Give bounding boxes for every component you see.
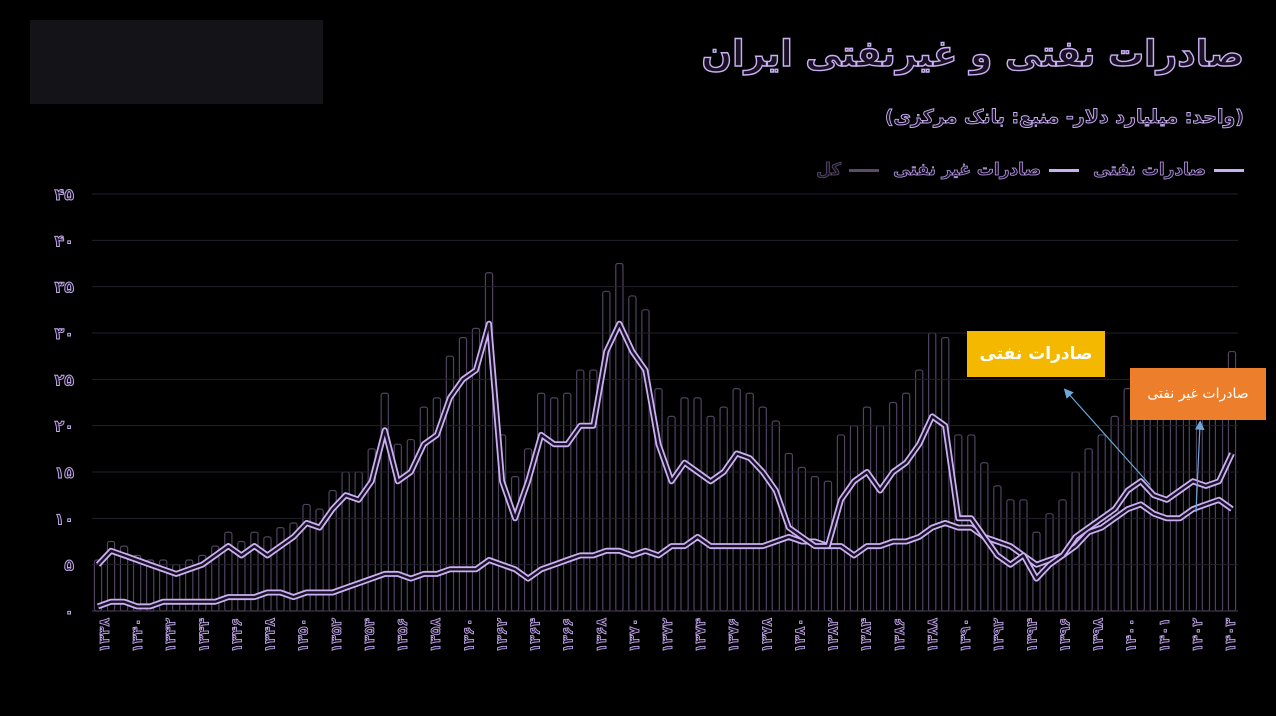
x-tick-label: ۱۳۶۸ [594,618,610,653]
total-bar [680,397,689,612]
callout-arrow-nonoil [1194,420,1205,513]
x-tick-label: ۱۴۰۲ [1190,618,1206,653]
total-bar [719,406,728,612]
x-tick-label: ۱۳۹۰ [958,618,974,652]
total-bar [914,369,924,612]
total-bar [771,420,780,612]
total-bar [693,397,702,612]
y-tick-label: ۳۰ [54,324,74,343]
x-tick-label: ۱۳۴۰ [130,618,146,652]
x-tick-label: ۱۳۴۲ [163,618,179,653]
legend-entry-oil: صادرات نفتی [1093,160,1244,180]
callout-nonoil-exports: صادرات غیر نفتی [1130,368,1266,420]
x-tick-label: ۱۳۶۲ [494,618,510,653]
x-tick-label: ۱۳۷۸ [759,618,775,653]
dark-overlay-box [30,20,323,104]
x-tick-label: ۱۳۴۴ [196,618,212,653]
x-tick-label: ۱۳۸۶ [892,618,908,652]
total-bar [758,406,767,612]
legend-swatch-nonoil [1049,168,1080,172]
chart-title: صادرات نفتی و غیرنفتی ایران [701,33,1245,75]
nonoil-series-line-inner [97,498,1233,608]
x-tick-label: ۱۳۹۴ [1024,618,1040,653]
legend-entry-total: کل [816,160,880,181]
x-tick-label: ۱۳۸۲ [826,618,842,653]
total-bar [641,309,650,612]
total-bar [862,406,872,612]
legend-entry-nonoil: صادرات غیر نفتی [893,160,1080,181]
x-tick-label: ۱۳۵۶ [395,618,411,652]
total-bar [941,337,950,612]
total-bar [667,415,676,612]
x-tick-label: ۱۳۵۰ [296,618,312,652]
chart-subtitle: (واحد: میلیارد دلار- منبع: بانک مرکزی) [884,106,1244,129]
oil-series-line-inner [97,322,1234,580]
x-tick-label: ۱۳۴۸ [263,618,279,653]
y-axis-ticks: ۰ ۵ ۱۰ ۱۵ ۲۰ ۲۵ ۳۰ ۳۵ ۴۰ ۴۵ [54,185,75,622]
total-bar [1162,406,1172,612]
total-bar [576,369,585,612]
legend-label-total: کل [816,160,842,181]
x-tick-label: ۱۳۹۶ [1057,618,1073,652]
x-tick-label: ۱۳۶۶ [561,618,577,652]
x-tick-label: ۱۳۶۰ [461,618,477,652]
background-bars [93,262,1237,612]
total-bar [1175,397,1185,612]
y-tick-label: ۴۰ [54,231,74,250]
total-bar [550,397,559,612]
total-bar [1149,397,1158,612]
legend-label-oil: صادرات نفتی [1093,160,1207,181]
total-bar [1123,388,1132,612]
total-bar [1006,499,1015,612]
x-tick-label: ۱۳۳۸ [97,618,113,653]
x-tick-label: ۱۳۷۶ [726,618,742,652]
total-bar [706,415,715,612]
legend-label-nonoil: صادرات غیر نفتی [893,160,1042,181]
x-tick-label: ۱۳۷۴ [693,618,709,653]
chart-legend: صادرات نفتی صادرات غیر نفتی کل [816,160,1244,180]
total-bar [419,406,429,612]
x-tick-label: ۱۳۸۴ [859,618,875,653]
callout-oil-exports: صادرات نفتی [967,331,1105,377]
x-tick-label: ۱۳۷۰ [627,618,643,652]
y-tick-label: ۲۰ [54,417,74,436]
y-tick-label: ۱۵ [54,463,74,482]
x-tick-label: ۱۴۰۱ [1157,618,1173,652]
series-lines [95,320,1235,610]
x-axis-ticks: ۱۳۳۸ ۱۳۴۰ ۱۳۴۲ ۱۳۴۴ ۱۳۴۶ ۱۳۴۸ ۱۳۵۰ ۱۳۵۲ ۱۳۵۴ ۱۳۵۶… [97,617,1240,653]
x-tick-label: ۱۳۸۰ [793,618,809,652]
x-tick-label: ۱۳۶۴ [528,618,544,653]
total-bar [276,526,285,612]
x-tick-label: ۱۳۵۲ [329,618,345,653]
x-tick-label: ۱۳۵۴ [362,618,378,653]
total-bar [888,401,898,612]
y-tick-label: ۲۵ [54,370,74,389]
total-bar [510,476,520,612]
callout-arrow-oil [1063,388,1151,486]
x-tick-label: ۱۳۵۸ [428,618,444,653]
x-tick-label: ۱۳۴۶ [230,618,246,652]
x-tick-label: ۱۴۰۰ [1124,618,1140,652]
y-tick-label: ۳۵ [54,278,74,297]
y-tick-label: ۵ [64,556,74,575]
x-tick-label: ۱۳۷۲ [660,618,676,653]
x-tick-label: ۱۳۹۸ [1091,618,1107,653]
y-tick-label: ۴۵ [54,185,74,204]
y-tick-label: ۱۰ [54,509,74,528]
total-bar [954,434,963,612]
legend-swatch-total [849,168,880,172]
total-bar [836,434,846,612]
total-bar [263,536,272,612]
total-bar [732,388,741,612]
legend-swatch-oil [1214,168,1244,172]
y-tick-label: ۰ [64,602,74,621]
x-tick-label: ۱۴۰۳ [1223,618,1239,653]
x-tick-label: ۱۳۹۲ [991,618,1007,653]
x-tick-label: ۱۳۸۸ [925,618,941,653]
total-bar [615,262,624,612]
